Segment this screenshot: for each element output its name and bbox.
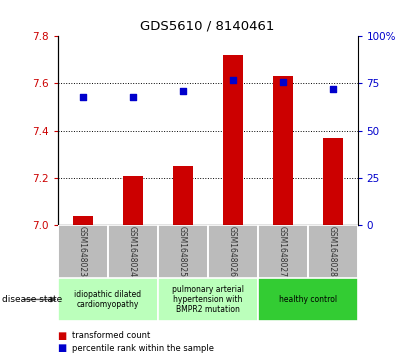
Point: [179, 88, 186, 94]
Text: transformed count: transformed count: [72, 331, 150, 340]
Bar: [223, 55, 242, 225]
Bar: [73, 216, 92, 225]
Text: healthy control: healthy control: [279, 295, 337, 304]
Bar: [58, 278, 157, 321]
Bar: [323, 138, 342, 225]
Bar: [108, 225, 157, 278]
Point: [279, 79, 286, 85]
Point: [79, 94, 86, 99]
Point: [129, 94, 136, 99]
Title: GDS5610 / 8140461: GDS5610 / 8140461: [141, 19, 275, 32]
Bar: [307, 225, 358, 278]
Text: ■: ■: [58, 331, 67, 341]
Bar: [58, 225, 108, 278]
Text: idiopathic dilated
cardiomyopathy: idiopathic dilated cardiomyopathy: [74, 290, 141, 309]
Text: disease state: disease state: [2, 295, 62, 304]
Text: pulmonary arterial
hypertension with
BMPR2 mutation: pulmonary arterial hypertension with BMP…: [171, 285, 244, 314]
Bar: [208, 225, 258, 278]
Bar: [122, 176, 143, 225]
Text: GSM1648023: GSM1648023: [78, 226, 87, 277]
Bar: [157, 225, 208, 278]
Text: GSM1648024: GSM1648024: [128, 226, 137, 277]
Text: ■: ■: [58, 343, 67, 354]
Bar: [258, 278, 358, 321]
Text: percentile rank within the sample: percentile rank within the sample: [72, 344, 214, 353]
Point: [229, 77, 236, 83]
Bar: [157, 278, 258, 321]
Bar: [258, 225, 307, 278]
Point: [329, 86, 336, 92]
Text: GSM1648027: GSM1648027: [278, 226, 287, 277]
Bar: [173, 166, 192, 225]
Text: GSM1648028: GSM1648028: [328, 226, 337, 277]
Text: GSM1648025: GSM1648025: [178, 226, 187, 277]
Text: GSM1648026: GSM1648026: [228, 226, 237, 277]
Bar: [272, 77, 293, 225]
